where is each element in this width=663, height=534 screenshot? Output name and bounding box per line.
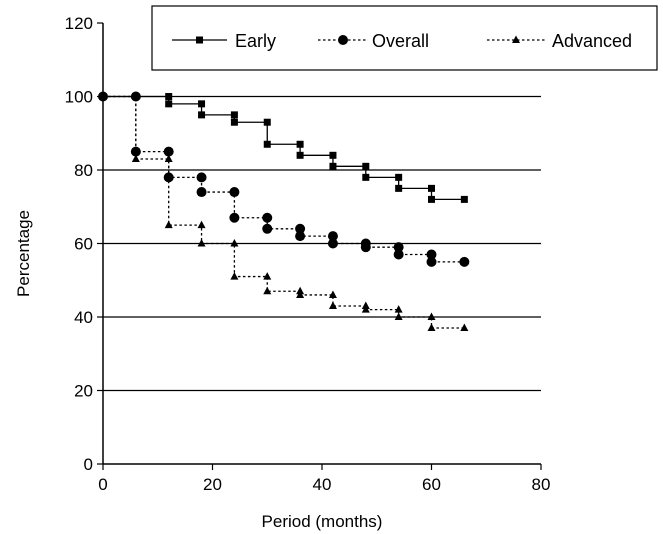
data-point-overall <box>229 187 240 198</box>
legend-item-overall: Overall <box>318 31 429 51</box>
data-point-advanced <box>394 305 403 313</box>
series-advanced <box>99 92 469 332</box>
data-point-early <box>329 151 337 159</box>
data-point-early <box>165 93 173 100</box>
data-point-overall <box>360 242 371 253</box>
legend-marker-early <box>196 36 203 44</box>
data-point-early <box>165 100 173 108</box>
x-tick-label: 20 <box>203 475 222 494</box>
data-point-overall <box>130 146 141 157</box>
x-tick-label: 60 <box>422 475 441 494</box>
data-point-early <box>263 140 271 148</box>
data-point-overall <box>196 172 207 183</box>
data-point-early <box>296 151 304 159</box>
data-point-advanced <box>164 220 173 229</box>
legend-item-early: Early <box>172 31 276 51</box>
data-point-advanced <box>230 239 239 247</box>
data-point-early <box>428 184 435 192</box>
data-point-overall <box>426 249 437 260</box>
y-tick-label: 40 <box>74 308 93 327</box>
data-point-advanced <box>361 305 370 313</box>
x-tick-label: 80 <box>532 475 551 494</box>
data-point-early <box>99 93 107 100</box>
data-point-advanced <box>197 220 206 229</box>
data-point-overall <box>327 238 338 249</box>
data-point-advanced <box>328 290 337 298</box>
data-point-early <box>395 184 403 192</box>
y-axis-title: Percentage <box>14 210 33 297</box>
y-tick-label: 20 <box>74 382 93 401</box>
data-point-advanced <box>230 272 239 280</box>
y-tick-label: 120 <box>65 14 93 33</box>
data-point-early <box>428 195 435 203</box>
axis-ticks: 0 20 40 60 80 100 120 0 20 40 60 80 <box>65 14 551 494</box>
data-point-overall <box>229 212 240 223</box>
data-point-advanced <box>296 290 305 298</box>
series-early <box>99 93 468 203</box>
data-point-overall <box>426 256 437 267</box>
data-point-early <box>329 162 337 170</box>
series-overall <box>98 91 470 267</box>
x-tick-label: 40 <box>313 475 332 494</box>
data-point-early <box>198 100 206 108</box>
y-tick-label: 100 <box>65 88 93 107</box>
data-point-advanced <box>263 286 272 295</box>
data-point-early <box>296 140 304 148</box>
series-line-overall <box>103 95 465 263</box>
data-point-overall <box>196 187 207 198</box>
data-point-overall <box>262 212 273 223</box>
data-point-overall <box>163 146 174 157</box>
legend-marker-advanced <box>512 35 520 43</box>
y-tick-label: 0 <box>84 455 93 474</box>
data-point-early <box>263 118 271 126</box>
data-point-overall <box>393 242 404 253</box>
data-point-early <box>362 173 370 181</box>
legend-label-early: Early <box>235 31 276 51</box>
data-point-early <box>198 111 206 119</box>
y-tick-label: 80 <box>74 161 93 180</box>
data-point-advanced <box>131 154 140 162</box>
data-point-advanced <box>427 312 436 320</box>
data-point-early <box>230 111 238 119</box>
series-group <box>98 91 470 332</box>
legend-marker-overall <box>338 35 348 45</box>
series-line-advanced <box>103 95 465 329</box>
data-point-early <box>230 118 238 126</box>
legend-box <box>151 5 658 71</box>
x-axis-title: Period (months) <box>262 512 383 531</box>
data-point-overall <box>459 256 470 267</box>
legend-label-advanced: Advanced <box>552 31 632 51</box>
data-point-advanced <box>394 312 403 320</box>
data-point-early <box>460 195 468 203</box>
data-point-advanced <box>263 272 272 280</box>
data-point-early <box>395 173 403 181</box>
data-point-overall <box>295 223 306 234</box>
data-point-overall <box>393 249 404 260</box>
data-point-early <box>362 162 370 170</box>
data-point-overall <box>262 223 273 234</box>
data-point-advanced <box>328 301 337 309</box>
series-line-early <box>103 95 465 201</box>
data-point-overall <box>327 231 338 242</box>
legend-item-advanced: Advanced <box>487 31 632 51</box>
data-point-overall <box>295 231 306 242</box>
data-point-advanced <box>197 239 206 247</box>
data-point-advanced <box>427 323 436 332</box>
y-tick-label: 60 <box>74 235 93 254</box>
data-point-advanced <box>460 323 469 332</box>
data-point-early <box>132 93 140 100</box>
legend-label-overall: Overall <box>372 31 429 51</box>
legend: Early Overall Advanced <box>151 5 658 71</box>
gridlines <box>103 95 541 392</box>
data-point-overall <box>163 172 174 183</box>
x-tick-label: 0 <box>98 475 107 494</box>
